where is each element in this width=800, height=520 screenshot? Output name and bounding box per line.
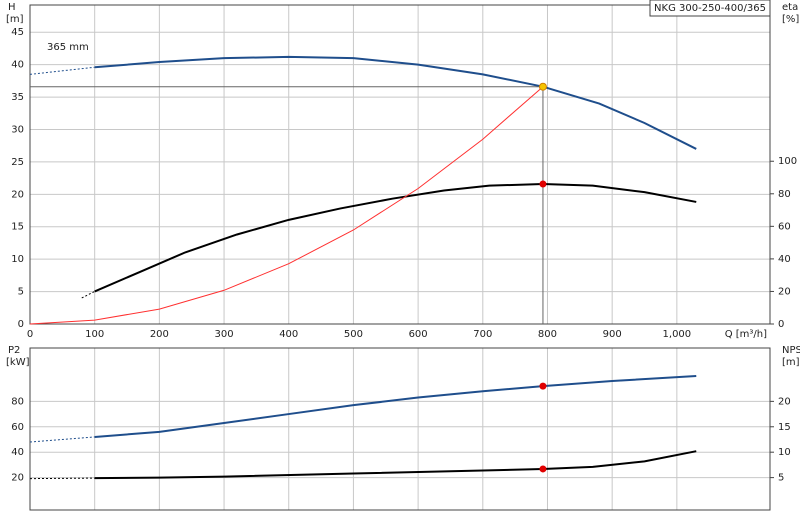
y2-tick-label: 5 (778, 473, 784, 484)
y-tick-label: 0 (18, 319, 24, 330)
x-tick-label: 300 (215, 329, 234, 340)
y2-tick-label: 40 (778, 254, 791, 265)
y-tick-label: 5 (18, 287, 24, 298)
y2-axis-unit: [m] (782, 357, 800, 368)
duty-point (539, 180, 547, 188)
curve (94, 374, 697, 438)
x-tick-label: 1,000 (663, 329, 692, 340)
y2-tick-label: 80 (778, 189, 791, 200)
y2-axis-unit: [%] (782, 14, 799, 25)
x-tick-label: 0 (27, 329, 33, 340)
chart-title: NKG 300-250-400/365 (654, 3, 766, 14)
duty-point (539, 465, 547, 473)
y-tick-label: 10 (11, 254, 24, 265)
y-tick-label: 20 (11, 473, 24, 484)
x-tick-label: 500 (344, 329, 363, 340)
y-tick-label: 60 (11, 422, 24, 433)
y-tick-label: 80 (11, 396, 24, 407)
y-axis-label: H (8, 2, 16, 13)
y-tick-label: 15 (11, 222, 24, 233)
x-tick-label: 400 (279, 329, 298, 340)
y-tick-label: 40 (11, 60, 24, 71)
title-box (649, 0, 771, 17)
curve (29, 477, 95, 480)
y-tick-label: 40 (11, 447, 24, 458)
y2-tick-label: 0 (778, 319, 784, 330)
x-tick-label: 700 (473, 329, 492, 340)
duty-point (538, 82, 547, 91)
curve (29, 66, 95, 75)
y-tick-label: 30 (11, 124, 24, 135)
y2-tick-label: 10 (778, 447, 791, 458)
y2-axis-label: NPSH (782, 345, 800, 356)
y-tick-label: 35 (11, 92, 24, 103)
curve (29, 436, 95, 443)
y-axis-unit: [kW] (6, 357, 30, 368)
y-axis-unit: [m] (6, 14, 24, 25)
curve (94, 450, 697, 480)
curve (81, 291, 95, 299)
duty-point (539, 382, 547, 390)
x-tick-label: 200 (150, 329, 169, 340)
y2-axis-label: eta (782, 2, 798, 13)
plot-frame (29, 347, 771, 511)
y-axis-label: P2 (8, 345, 20, 356)
x-tick-label: 900 (603, 329, 622, 340)
curve-label: 365 mm (47, 42, 89, 53)
y2-tick-label: 20 (778, 396, 791, 407)
y2-tick-label: 15 (778, 422, 791, 433)
x-tick-label: 800 (538, 329, 557, 340)
y-tick-label: 45 (11, 27, 24, 38)
curve (94, 183, 697, 293)
y-tick-label: 20 (11, 189, 24, 200)
y2-tick-label: 100 (778, 156, 797, 167)
plot-frame (29, 4, 771, 325)
x-axis-label: Q [m³/h] (725, 329, 767, 340)
y2-tick-label: 20 (778, 286, 791, 297)
y2-tick-label: 60 (778, 221, 791, 232)
y-tick-label: 25 (11, 157, 24, 168)
curve (29, 86, 544, 325)
curve (94, 55, 697, 150)
x-tick-label: 600 (409, 329, 428, 340)
x-tick-label: 100 (85, 329, 104, 340)
